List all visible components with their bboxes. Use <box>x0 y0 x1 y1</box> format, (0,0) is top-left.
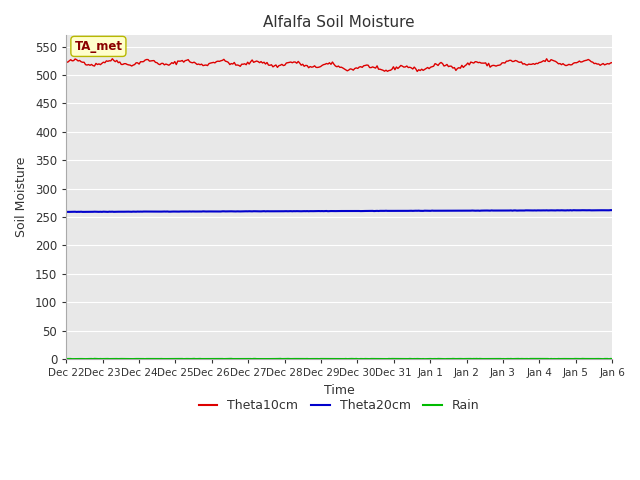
Text: TA_met: TA_met <box>74 40 122 53</box>
Legend: Theta10cm, Theta20cm, Rain: Theta10cm, Theta20cm, Rain <box>194 395 484 418</box>
X-axis label: Time: Time <box>324 384 355 396</box>
Y-axis label: Soil Moisture: Soil Moisture <box>15 157 28 237</box>
Title: Alfalfa Soil Moisture: Alfalfa Soil Moisture <box>263 15 415 30</box>
